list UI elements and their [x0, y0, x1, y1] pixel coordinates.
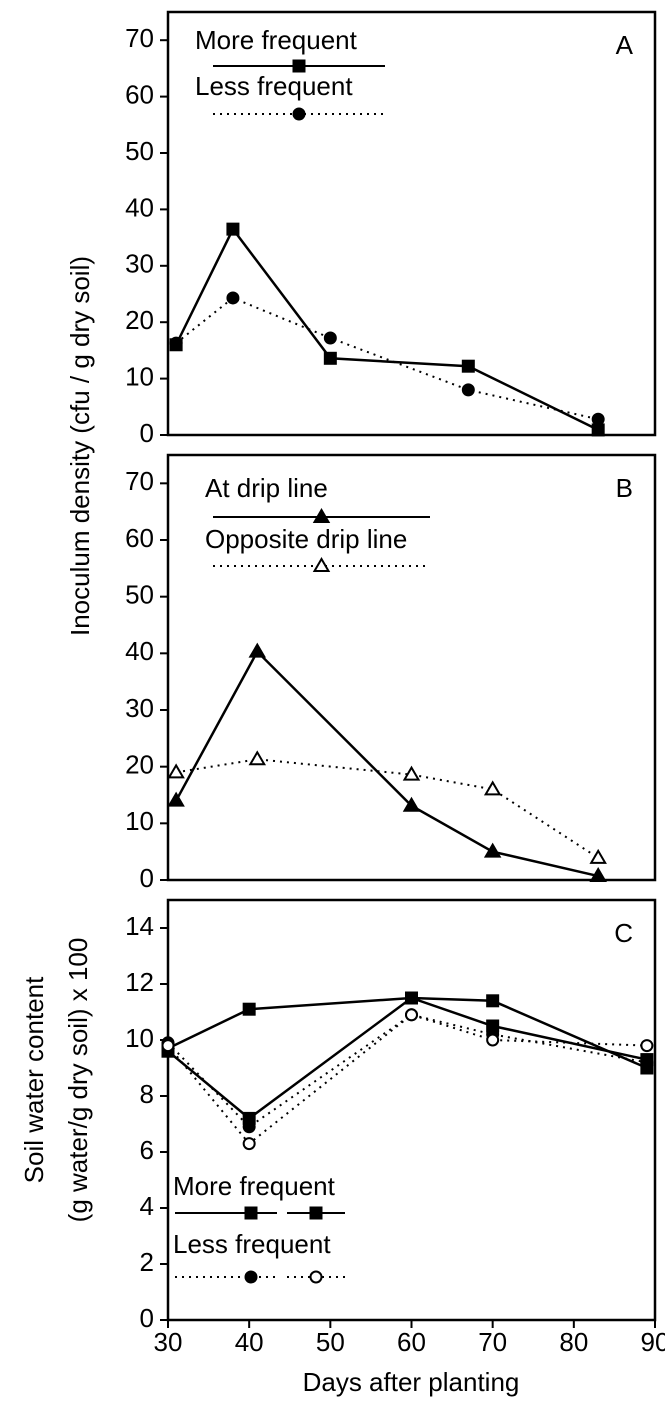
y-tick-label: 40: [125, 192, 154, 222]
y-tick-label: 70: [125, 23, 154, 53]
legend-marker: [312, 557, 331, 572]
panel-label: A: [616, 30, 634, 60]
marker: [242, 1002, 256, 1016]
marker: [169, 336, 183, 350]
marker: [461, 359, 475, 373]
x-tick-label: 40: [235, 1327, 264, 1357]
x-axis-title: Days after planting: [303, 1367, 520, 1397]
marker: [167, 791, 185, 807]
y-tick-label: 20: [125, 305, 154, 335]
panel-label: C: [614, 918, 633, 948]
y-tick-label: 10: [125, 806, 154, 836]
marker: [323, 351, 337, 365]
x-tick-label: 70: [478, 1327, 507, 1357]
legend-marker: [309, 1270, 323, 1284]
series-line: [167, 996, 648, 1070]
y-axis-title: Soil water content: [19, 976, 49, 1183]
marker: [226, 222, 240, 236]
y-tick-label: 4: [140, 1191, 154, 1221]
marker: [226, 291, 240, 305]
y-tick-label: 2: [140, 1247, 154, 1277]
y-tick-label: 20: [125, 750, 154, 780]
marker: [486, 1033, 500, 1047]
legend-label: At drip line: [205, 473, 328, 503]
legend-marker: [309, 1206, 323, 1220]
y-tick-label: 60: [125, 79, 154, 109]
x-tick-label: 80: [559, 1327, 588, 1357]
marker: [161, 1039, 175, 1053]
marker: [640, 1055, 654, 1069]
x-tick-label: 50: [316, 1327, 345, 1357]
legend-marker: [244, 1206, 258, 1220]
series-line: [175, 296, 599, 421]
y-tick-label: 0: [140, 1303, 154, 1333]
y-tick-label: 30: [125, 249, 154, 279]
y-tick-label: 12: [125, 967, 154, 997]
series-line: [174, 226, 599, 432]
y-tick-label: 8: [140, 1079, 154, 1109]
series-line: [175, 649, 599, 878]
legend-marker: [292, 107, 306, 121]
y-axis-title: Inoculum density (cfu / g dry soil): [65, 256, 95, 636]
panel-label: B: [616, 473, 633, 503]
series-line: [167, 1013, 647, 1145]
series-line: [167, 1013, 648, 1129]
y-tick-label: 60: [125, 523, 154, 553]
marker: [402, 765, 421, 781]
y-tick-label: 50: [125, 580, 154, 610]
legend-label: Less frequent: [195, 71, 353, 101]
legend-label: More frequent: [173, 1171, 336, 1201]
plot-frame: [166, 453, 657, 882]
y-tick-label: 14: [125, 911, 154, 941]
marker: [323, 331, 337, 345]
y-tick-label: 50: [125, 136, 154, 166]
legend-marker: [292, 59, 306, 73]
legend-marker: [312, 508, 331, 523]
marker: [248, 642, 267, 658]
marker: [483, 842, 502, 858]
marker: [461, 383, 475, 397]
y-tick-label: 10: [125, 361, 154, 391]
marker: [591, 423, 605, 437]
x-tick-label: 90: [641, 1327, 665, 1357]
marker: [640, 1039, 654, 1053]
marker: [483, 780, 502, 796]
plot-frame: [166, 10, 657, 437]
series-line: [175, 758, 599, 859]
marker: [167, 763, 185, 779]
marker: [248, 750, 267, 766]
y-tick-label: 30: [125, 693, 154, 723]
y-tick-label: 6: [140, 1135, 154, 1165]
y-tick-label: 0: [140, 418, 154, 448]
y-axis-title: (g water/g dry soil) x 100: [63, 938, 93, 1223]
legend-marker: [244, 1270, 258, 1284]
marker: [589, 848, 607, 864]
x-tick-label: 60: [397, 1327, 426, 1357]
y-tick-label: 40: [125, 636, 154, 666]
marker: [242, 1137, 256, 1151]
marker: [591, 412, 605, 426]
marker: [486, 994, 500, 1008]
y-tick-label: 10: [125, 1023, 154, 1053]
marker: [405, 991, 418, 1005]
marker: [242, 1120, 256, 1134]
x-tick-label: 30: [154, 1327, 183, 1357]
legend-label: More frequent: [195, 25, 358, 55]
legend-label: Less frequent: [173, 1229, 331, 1259]
legend-label: Opposite drip line: [205, 524, 407, 554]
y-tick-label: 0: [140, 863, 154, 893]
marker: [402, 796, 421, 812]
marker: [405, 1008, 418, 1022]
y-tick-label: 70: [125, 466, 154, 496]
marker: [589, 867, 607, 883]
